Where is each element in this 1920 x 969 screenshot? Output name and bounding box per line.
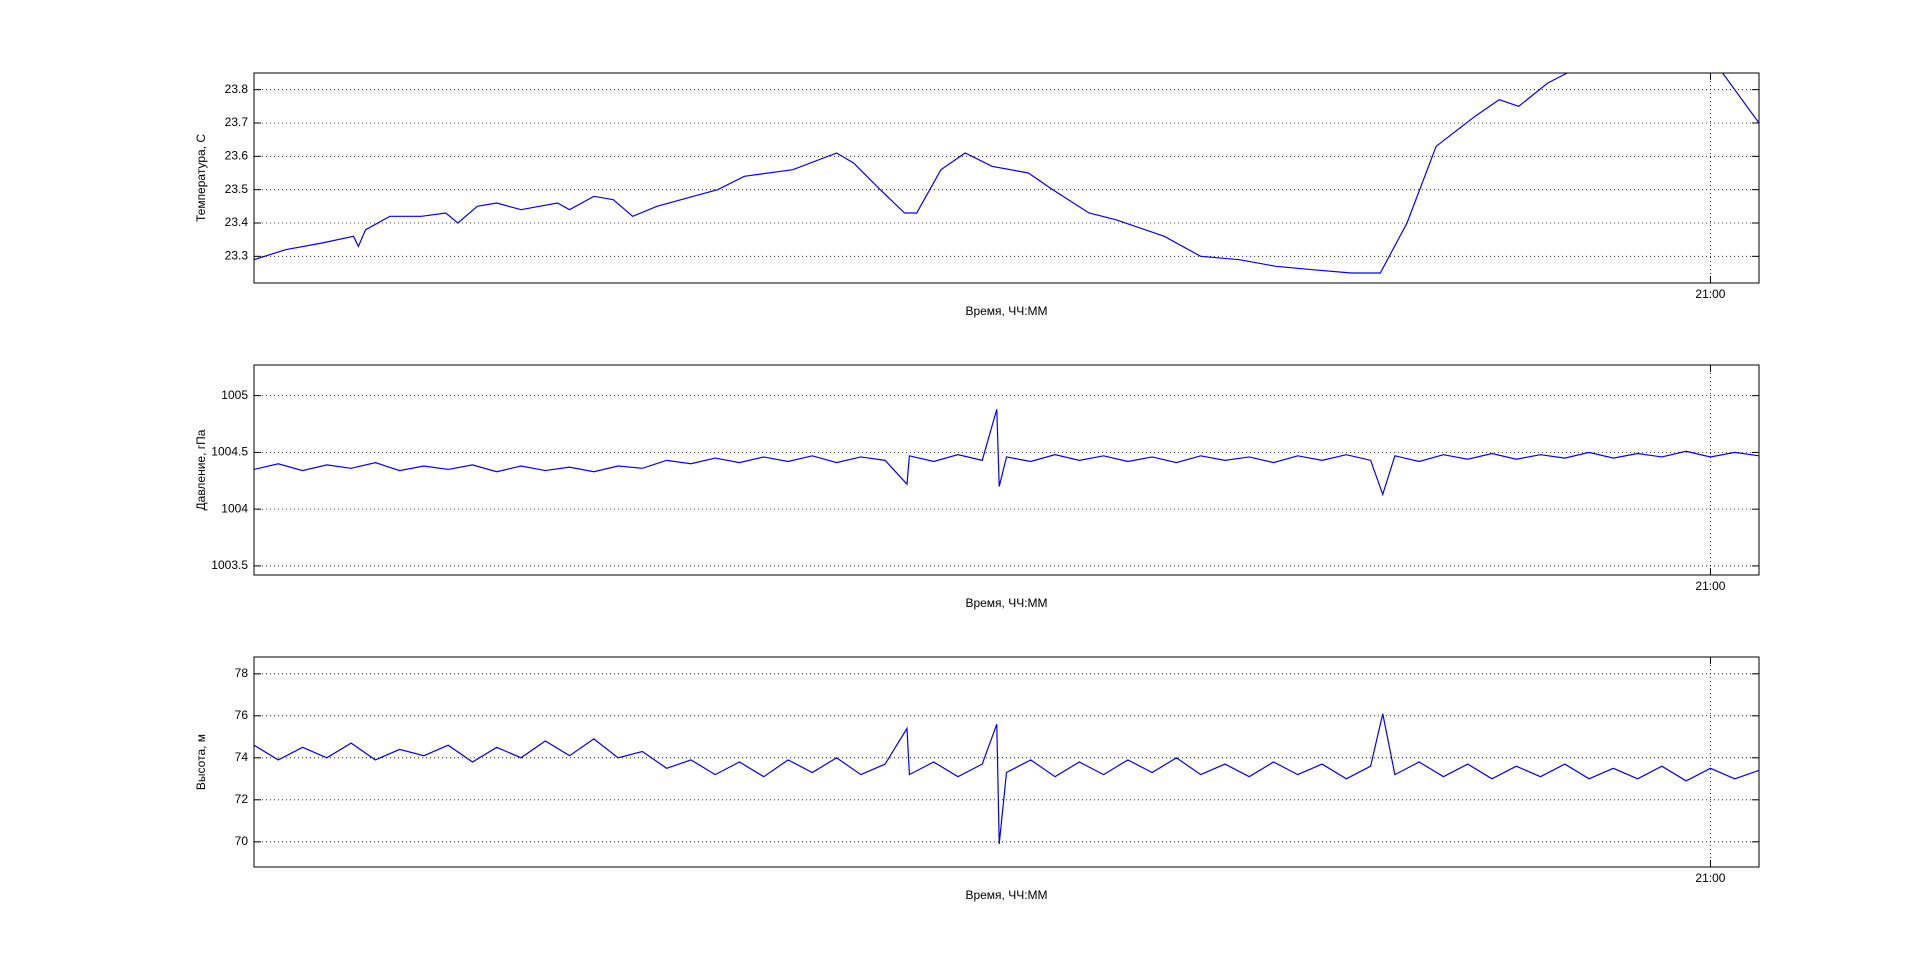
subplot: 23.3 23.4 23.5 23.6 23.7 23.8 21:00 Время, ЧЧ:М…	[194, 72, 1760, 318]
y-tick-label: 1005	[221, 388, 248, 402]
subplot: 1003.5 1004 1004.5 1005 21:00 Время, ЧЧ:ММ Дав…	[194, 364, 1760, 610]
x-axis-label: Время, ЧЧ:ММ	[965, 596, 1047, 610]
y-axis-label: Высота, м	[194, 734, 208, 790]
plot-area	[254, 657, 1759, 867]
x-axis-label: Время, ЧЧ:ММ	[965, 888, 1047, 902]
plot-area	[254, 365, 1759, 575]
y-tick-label: 23.6	[225, 149, 249, 163]
y-axis-label: Давление, гПа	[194, 429, 208, 510]
plot-area	[254, 73, 1759, 283]
y-tick-label: 23.7	[225, 115, 249, 129]
y-tick-label: 1004.5	[211, 445, 248, 459]
y-tick-label: 1003.5	[211, 558, 248, 572]
x-axis-label: Время, ЧЧ:ММ	[965, 304, 1047, 318]
y-tick-label: 23.8	[225, 82, 249, 96]
axes-box	[253, 364, 1760, 576]
data-line	[254, 409, 1759, 497]
y-axis-label: Температура, С	[194, 134, 208, 222]
y-tick-label: 70	[235, 834, 249, 848]
x-tick-label: 21:00	[1695, 579, 1725, 593]
axes-box	[253, 72, 1760, 284]
x-tick-label: 21:00	[1695, 287, 1725, 301]
axes-box	[253, 656, 1760, 868]
y-tick-label: 74	[235, 750, 249, 764]
data-line	[254, 713, 1759, 844]
y-tick-label: 76	[235, 708, 249, 722]
y-tick-label: 23.4	[225, 215, 249, 229]
subplot: 70 72 74 76 78 21:00 Время, ЧЧ:ММ Высота, м	[194, 656, 1760, 902]
y-tick-label: 78	[235, 666, 249, 680]
data-line	[254, 73, 1759, 274]
y-tick-label: 23.3	[225, 249, 249, 263]
y-tick-label: 23.5	[225, 182, 249, 196]
x-tick-label: 21:00	[1695, 871, 1725, 885]
y-tick-label: 72	[235, 792, 249, 806]
y-tick-label: 1004	[221, 501, 248, 515]
